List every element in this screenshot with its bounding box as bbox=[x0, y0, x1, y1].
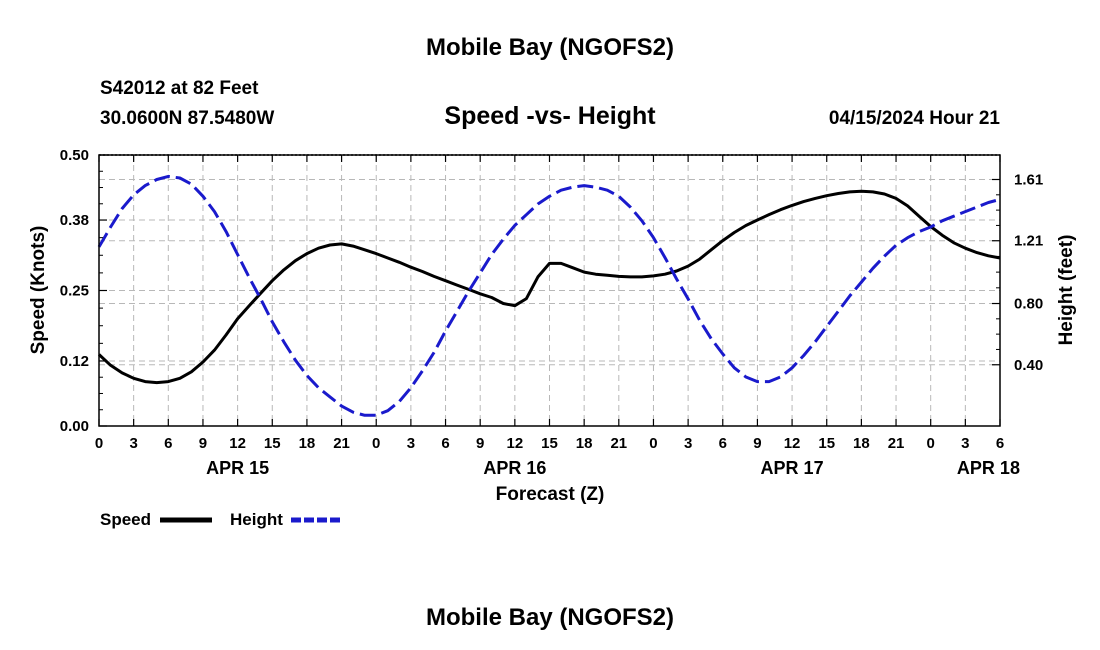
station-label: S42012 at 82 Feet bbox=[100, 78, 259, 99]
legend-label-height: Height bbox=[230, 510, 283, 529]
y-right-tick-label: 0.40 bbox=[1014, 357, 1043, 374]
x-tick-label: 15 bbox=[541, 435, 558, 452]
x-tick-label: 12 bbox=[784, 435, 801, 452]
x-tick-label: 18 bbox=[576, 435, 593, 452]
y-left-tick-label: 0.25 bbox=[60, 283, 89, 300]
x-tick-label: 6 bbox=[719, 435, 727, 452]
y-left-tick-label: 0.38 bbox=[60, 212, 89, 229]
page-title: Mobile Bay (NGOFS2) bbox=[426, 34, 674, 61]
x-tick-label: 21 bbox=[333, 435, 350, 452]
x-tick-label: 3 bbox=[961, 435, 969, 452]
coordinates-label: 30.0600N 87.5480W bbox=[100, 108, 274, 129]
legend-label-speed: Speed bbox=[100, 510, 151, 529]
x-date-label: APR 15 bbox=[206, 458, 269, 478]
legend: Speed Height bbox=[100, 510, 343, 529]
x-tick-label: 3 bbox=[407, 435, 415, 452]
x-tick-label: 12 bbox=[229, 435, 246, 452]
x-tick-label: 6 bbox=[996, 435, 1004, 452]
y-right-axis-title: Height (feet) bbox=[1056, 235, 1077, 346]
datetime-label: 04/15/2024 Hour 21 bbox=[829, 108, 1001, 129]
x-tick-label: 21 bbox=[610, 435, 627, 452]
x-tick-label: 21 bbox=[888, 435, 905, 452]
x-date-label: APR 17 bbox=[761, 458, 824, 478]
x-tick-label: 3 bbox=[684, 435, 692, 452]
y-left-axis-title: Speed (Knots) bbox=[28, 226, 49, 355]
series-layer bbox=[97, 174, 1001, 417]
x-tick-label: 9 bbox=[753, 435, 761, 452]
x-tick-label: 0 bbox=[372, 435, 380, 452]
x-tick-label: 3 bbox=[129, 435, 137, 452]
x-tick-label: 0 bbox=[927, 435, 935, 452]
series-line-height bbox=[97, 174, 1001, 417]
x-tick-label: 15 bbox=[818, 435, 835, 452]
x-tick-label: 12 bbox=[507, 435, 524, 452]
x-date-label: APR 18 bbox=[957, 458, 1020, 478]
x-tick-label: 9 bbox=[199, 435, 207, 452]
series-line-speed bbox=[97, 189, 1001, 385]
y-left-tick-label: 0.00 bbox=[60, 418, 89, 435]
x-axis-title: Forecast (Z) bbox=[496, 484, 605, 505]
x-tick-label: 15 bbox=[264, 435, 281, 452]
x-tick-label: 0 bbox=[649, 435, 657, 452]
y-right-tick-label: 1.21 bbox=[1014, 233, 1043, 250]
y-right-tick-label: 0.80 bbox=[1014, 296, 1043, 313]
x-date-label: APR 16 bbox=[483, 458, 546, 478]
footer-title: Mobile Bay (NGOFS2) bbox=[426, 604, 674, 631]
x-tick-label: 0 bbox=[95, 435, 103, 452]
x-tick-label: 6 bbox=[441, 435, 449, 452]
grid-lines bbox=[99, 155, 1000, 426]
y-left-tick-label: 0.12 bbox=[60, 353, 89, 370]
chart-title: Speed -vs- Height bbox=[444, 102, 656, 130]
axes: 0 3 6 9 12 15 18 21 0 3 6 9 12 15 18 21 0 3 6 9 12 15 18 21 0 3 6 A… bbox=[60, 147, 1043, 478]
x-tick-label: 18 bbox=[853, 435, 870, 452]
x-tick-label: 9 bbox=[476, 435, 484, 452]
y-left-tick-label: 0.50 bbox=[60, 147, 89, 164]
x-tick-label: 6 bbox=[164, 435, 172, 452]
x-tick-label: 18 bbox=[299, 435, 316, 452]
y-right-tick-label: 1.61 bbox=[1014, 171, 1043, 188]
